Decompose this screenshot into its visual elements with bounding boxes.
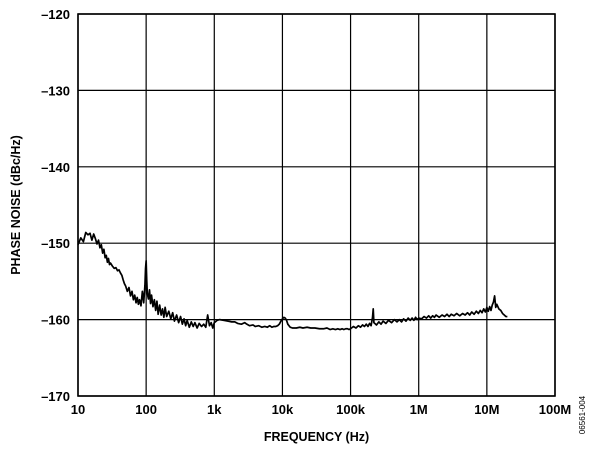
phase-noise-series-line (77, 231, 508, 331)
y-tick-label: –130 (41, 83, 70, 98)
y-axis-title: PHASE NOISE (dBc/Hz) (9, 135, 23, 275)
x-tick-label: 100 (135, 402, 157, 417)
x-tick-label: 100k (336, 402, 366, 417)
plot-frame (77, 13, 556, 397)
x-tick-label: 1M (410, 402, 428, 417)
x-tick-label: 1k (207, 402, 222, 417)
x-tick-label: 10 (71, 402, 85, 417)
y-tick-label: –120 (41, 7, 70, 22)
x-tick-labels: 10 100 1k 10k 100k 1M 10M 100M (71, 402, 572, 417)
x-tick-label: 100M (539, 402, 572, 417)
grid (77, 13, 556, 397)
y-tick-label: –140 (41, 160, 70, 175)
y-tick-labels: –120 –130 –140 –150 –160 –170 (41, 7, 70, 404)
y-tick-label: –150 (41, 236, 70, 251)
x-axis-title: FREQUENCY (Hz) (264, 430, 369, 444)
x-tick-label: 10k (272, 402, 294, 417)
figure-id: 06561-004 (578, 395, 587, 434)
plot-data (77, 231, 508, 331)
x-tick-label: 10M (474, 402, 499, 417)
y-tick-label: –170 (41, 389, 70, 404)
y-tick-label: –160 (41, 313, 70, 328)
